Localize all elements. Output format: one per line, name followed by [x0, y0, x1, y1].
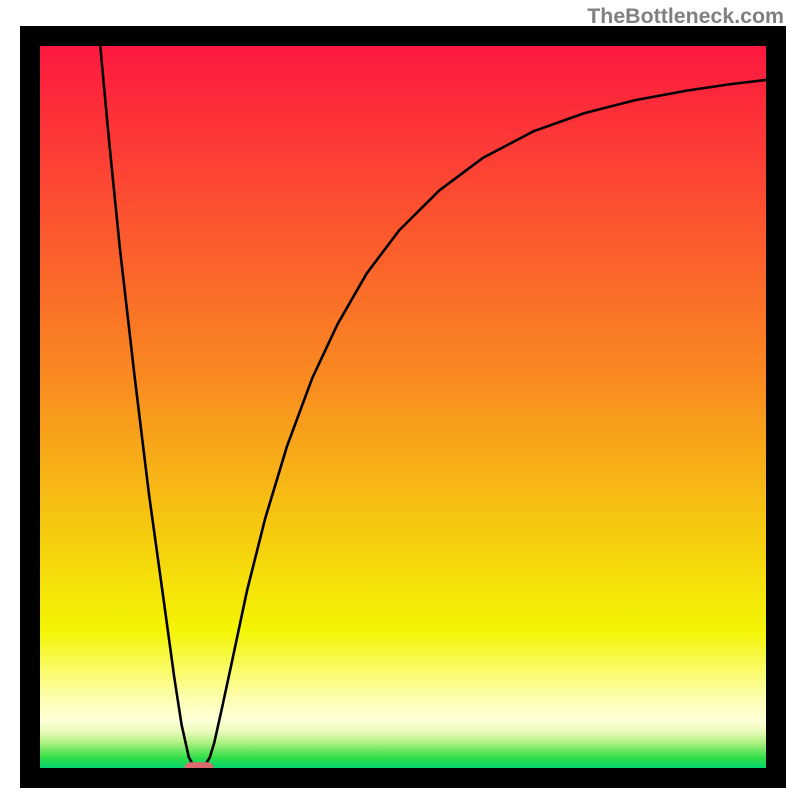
gradient-background [40, 46, 766, 768]
chart-frame: TheBottleneck.com [0, 0, 800, 800]
plot-border-right [766, 26, 786, 788]
plot-border-bottom [20, 768, 786, 788]
plot-border-top [20, 26, 786, 46]
plot-svg [40, 46, 766, 768]
plot-area [40, 46, 766, 768]
watermark-text: TheBottleneck.com [587, 4, 784, 29]
plot-border-left [20, 26, 40, 788]
